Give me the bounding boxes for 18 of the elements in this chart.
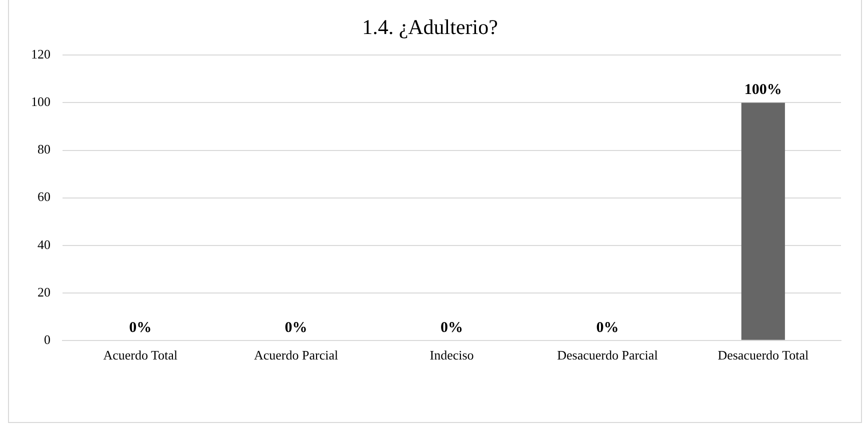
y-tick-label: 60 <box>38 189 50 204</box>
data-label: 0% <box>440 320 463 336</box>
y-tick-label: 40 <box>38 236 50 252</box>
y-tick-label: 80 <box>38 142 50 157</box>
data-label: 100% <box>744 82 782 98</box>
x-tick-label: Indeciso <box>430 348 474 363</box>
x-tick-label: Desacuerdo Total <box>718 348 809 363</box>
y-tick-label: 100 <box>31 94 50 110</box>
y-tick-label: 0 <box>44 332 50 347</box>
data-label: 0% <box>284 320 308 336</box>
x-tick-label: Desacuerdo Parcial <box>557 348 658 363</box>
y-tick-label: 20 <box>38 284 50 300</box>
data-label: 0% <box>129 320 152 336</box>
y-tick-label: 120 <box>31 46 50 62</box>
x-tick-label: Acuerdo Parcial <box>254 348 338 363</box>
data-label: 0% <box>596 320 619 336</box>
chart-title: 1.4. ¿Adulterio? <box>362 15 498 40</box>
x-tick-label: Acuerdo Total <box>103 348 178 363</box>
